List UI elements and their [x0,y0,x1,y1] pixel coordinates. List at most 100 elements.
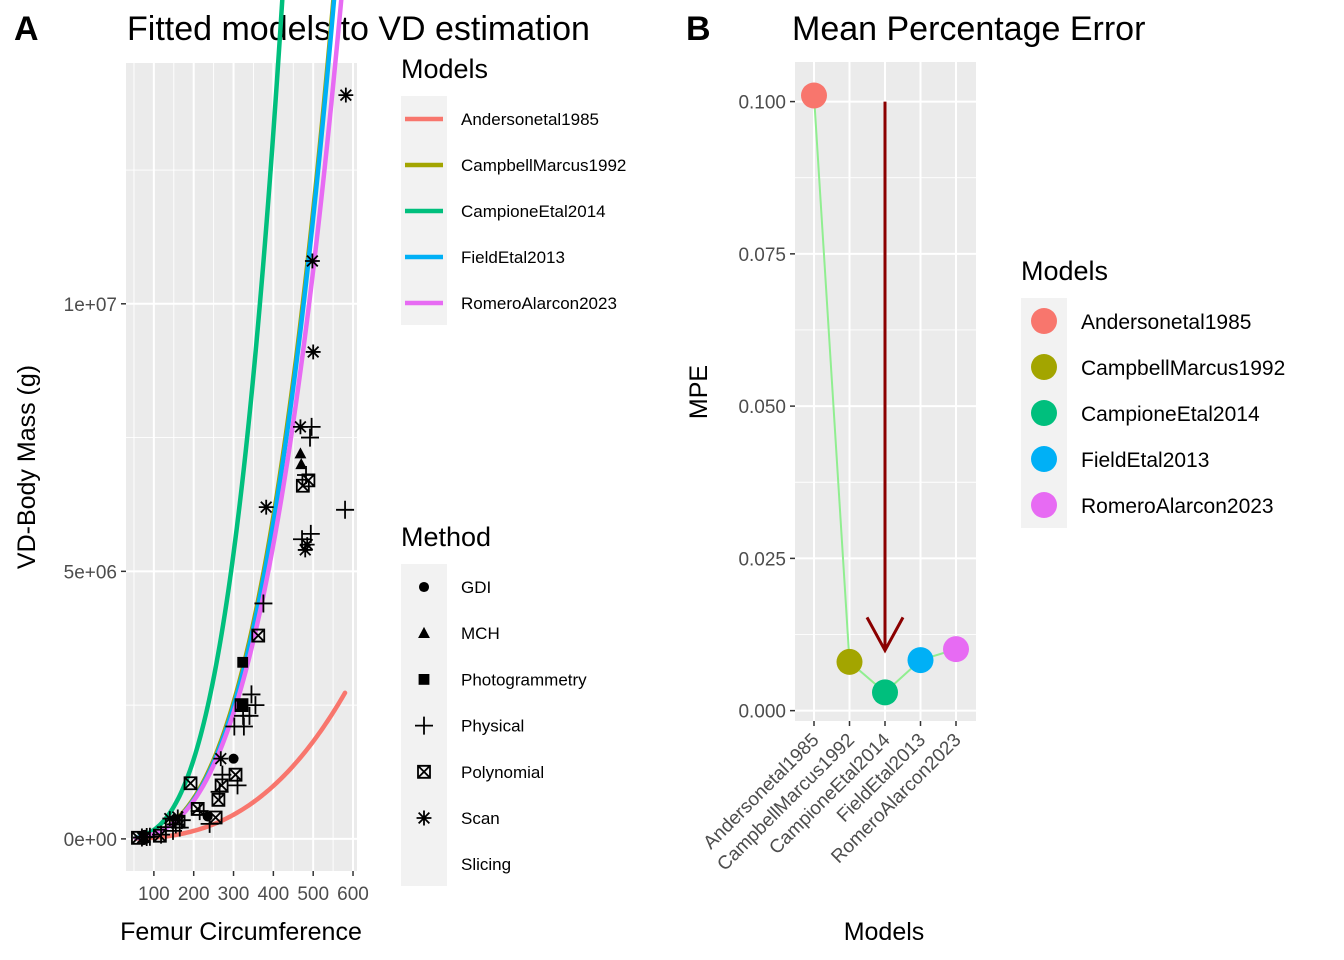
y-tick-label: 0.100 [738,93,786,114]
legend-key-physical [415,716,433,735]
legend-label-gdi: GDI [461,578,491,597]
panel-a: A Fitted models to VD estimation 0e+00 5e… [13,0,626,946]
mpe-legend: Andersonetal1985 CampbellMarcus1992 Campio… [1031,308,1285,518]
panel-a-y-axis-label: VD-Body Mass (g) [13,365,41,569]
legend-key-RomeroAlarcon2023 [1031,492,1057,518]
mpe-point-RomeroAlarcon2023 [943,636,969,663]
point-physical [246,696,265,715]
point-polynomial [301,473,316,488]
x-tick-label: 100 [138,884,170,905]
legend-label-CampbellMarcus1992: CampbellMarcus1992 [461,156,626,175]
x-tick-label: 200 [178,884,210,905]
legend-label-FieldEtal2013: FieldEtal2013 [1081,449,1209,472]
y-tick-label: 0.000 [738,702,786,723]
x-tick-label: 300 [218,884,250,905]
legend-key-mch [418,626,430,638]
point-physical [190,802,209,821]
legend-label-physical: Physical [461,717,524,736]
point-physical [301,524,320,543]
point-mch [294,447,307,459]
point-physical [336,500,355,519]
point-mch [295,458,308,470]
point-physical [242,685,261,704]
point-scan [304,253,320,269]
panel-b-tag: B [686,10,711,48]
point-scan [213,751,229,767]
point-scan [258,499,274,515]
panel-a-data-points [131,87,355,847]
legend-label-RomeroAlarcon2023: RomeroAlarcon2023 [1081,495,1274,518]
point-photogrammetry [236,699,248,711]
point-physical [301,428,320,447]
point-physical [152,825,171,844]
legend-key-gdi [418,581,430,593]
mpe-point-CampbellMarcus1992 [836,648,863,675]
panel-b-y-axis-label: MPE [685,365,713,419]
panel-b-title: Mean Percentage Error [792,10,1145,48]
point-physical [234,717,253,736]
y-tick-label: 5e+06 [64,562,117,583]
panel-a-gridlines [126,63,357,871]
point-polynomial [208,810,223,825]
point-physical [172,811,191,830]
point-scan [293,419,308,435]
point-physical [240,706,259,725]
x-tick-label: 500 [297,884,329,905]
legend-key-polynomial [417,764,431,779]
point-scan [170,809,186,825]
x-tick-label: 400 [258,884,290,905]
legend-label-FieldEtal2013: FieldEtal2013 [461,248,565,267]
legend-key-CampioneEtal2014 [1031,400,1057,426]
panel-a-x-axis-label: Femur Circumference [120,918,362,946]
y-tick-label: 0.075 [738,245,786,266]
mpe-point-CampioneEtal2014 [872,679,898,706]
point-polynomial [183,776,198,791]
legend-key-CampbellMarcus1992 [1031,354,1057,380]
point-physical [254,594,273,613]
legend-label-CampioneEtal2014: CampioneEtal2014 [461,202,606,221]
curve-Andersonetal1985 [133,690,348,841]
point-scan [305,344,321,360]
legend-label-slicing: Slicing [461,855,511,874]
point-polynomial [251,628,266,643]
legend-label-Andersonetal1985: Andersonetal1985 [461,110,599,129]
legend-label-CampioneEtal2014: CampioneEtal2014 [1081,403,1260,426]
point-scan [338,87,354,103]
curve-CampioneEtal2014 [133,0,285,840]
models-legend-title: Models [401,54,488,84]
legend-key-scan [416,810,432,826]
legend-label-photogrammetry: Photogrammetry [461,670,587,689]
legend-label-polynomial: Polynomial [461,763,544,782]
panel-b: B Mean Percentage Error 0.000 0.025 0.050 0… [685,10,1285,946]
legend-label-Andersonetal1985: Andersonetal1985 [1081,311,1251,334]
y-tick-label: 1e+07 [64,295,117,316]
mpe-point-Andersonetal1985 [801,82,827,109]
point-polynomial [214,778,229,793]
point-physical [170,818,189,837]
panel-b-x-axis-label: Models [844,918,925,946]
legend-label-scan: Scan [461,809,500,828]
highlight-arrow-head [865,616,905,654]
legend-key-FieldEtal2013 [1031,446,1057,472]
point-physical [228,776,247,795]
y-tick-label: 0.050 [738,397,786,418]
point-physical [302,417,321,436]
panel-a-axes: 0e+00 5e+06 1e+07 100 200 300 400 500 600 [64,295,369,905]
legend-label-CampbellMarcus1992: CampbellMarcus1992 [1081,357,1285,380]
point-scan [162,811,178,826]
point-scan [297,542,313,558]
panel-a-tag: A [14,10,39,48]
point-physical [140,827,159,846]
legend-key-photogrammetry [418,674,430,685]
legend-label-RomeroAlarcon2023: RomeroAlarcon2023 [461,294,617,313]
legend-key-Andersonetal1985 [1031,308,1057,334]
x-tick-label: 600 [337,884,369,905]
panel-a-title: Fitted models to VD estimation [127,10,590,48]
point-polynomial [228,767,243,782]
method-legend-title: Method [401,522,491,552]
y-tick-label: 0.025 [738,549,786,570]
mpe-point-FieldEtal2013 [907,647,934,674]
models-legend: Andersonetal1985 CampbellMarcus1992 Campio… [405,110,626,313]
point-gdi [228,753,239,764]
